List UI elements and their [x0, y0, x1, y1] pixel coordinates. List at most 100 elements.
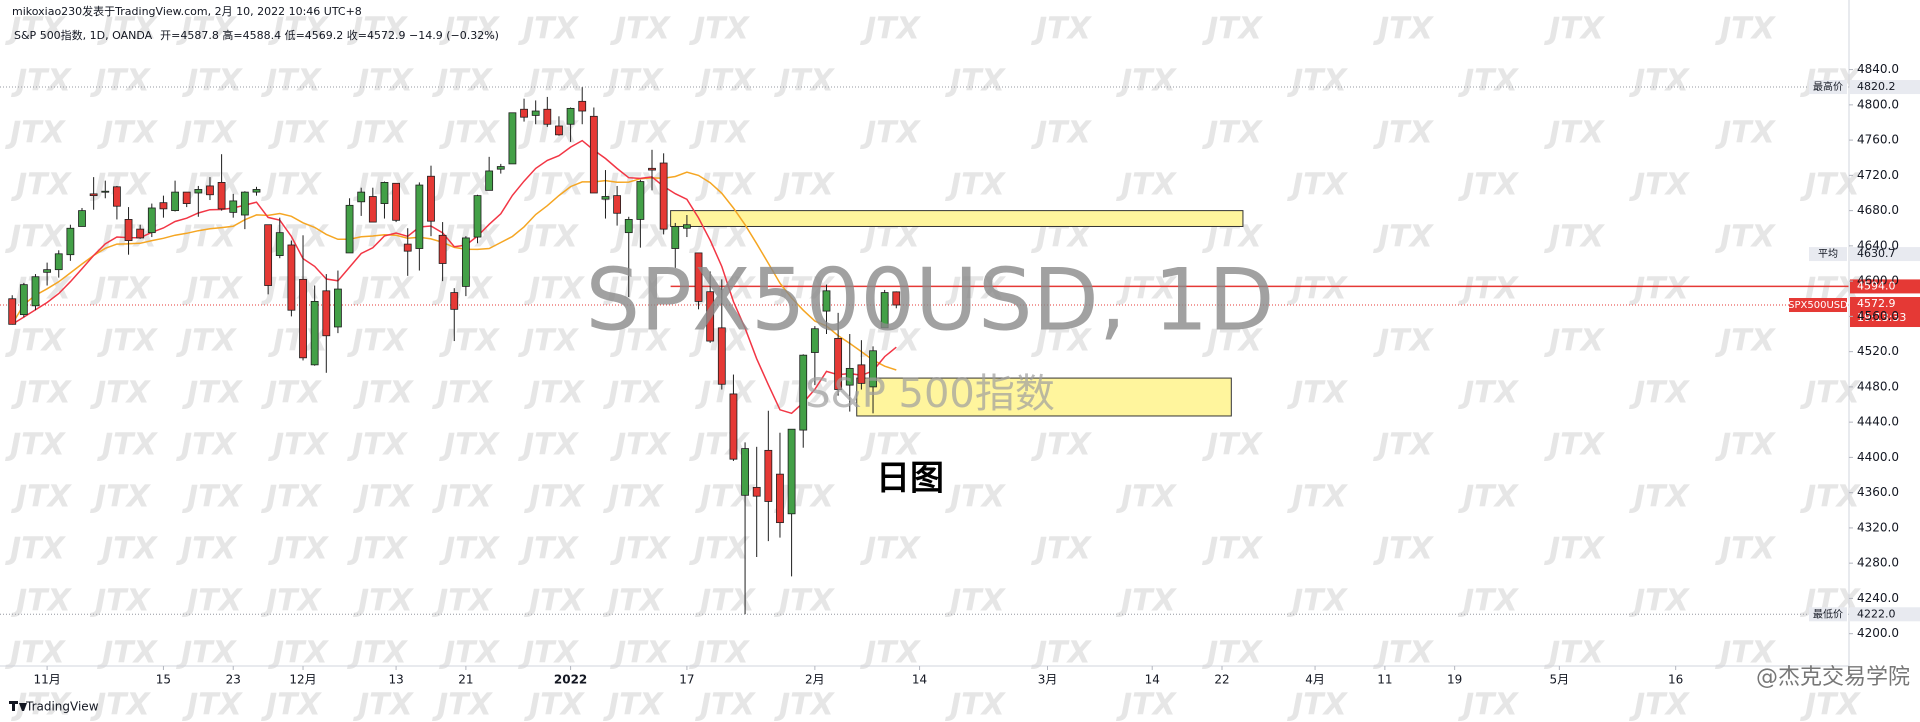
x-tick-label: 5月 [1550, 673, 1570, 687]
candle-body [776, 473, 784, 524]
tile-watermark: JTX [268, 428, 330, 463]
tile-watermark: JTX [1629, 272, 1691, 307]
candle-body [357, 191, 366, 203]
tile-watermark: JTX [1544, 428, 1606, 463]
tile-watermark: JTX [432, 480, 494, 515]
tile-watermark: JTX [1458, 168, 1520, 203]
candle-body [31, 276, 40, 307]
x-tick-label: 13 [388, 673, 403, 687]
tile-watermark: JTX [518, 220, 580, 255]
tile-watermark: JTX [1458, 64, 1520, 99]
x-tick-label: 14 [912, 673, 927, 687]
x-tick-label: 21 [458, 673, 473, 687]
tile-watermark: JTX [945, 584, 1007, 619]
y-tick-label: 4400.0 [1857, 450, 1899, 464]
tile-watermark: JTX [176, 324, 238, 359]
tile-watermark: JTX [1373, 220, 1435, 255]
tile-watermark: JTX [1287, 64, 1349, 99]
tile-watermark: JTX [268, 532, 330, 567]
candle-body [683, 224, 691, 229]
tile-watermark: JTX [1544, 532, 1606, 567]
candle-body [589, 115, 598, 194]
tile-watermark: JTX [1116, 272, 1178, 307]
tile-watermark: JTX [261, 376, 323, 411]
candle-body [54, 253, 63, 271]
x-tick-label: 16 [1668, 673, 1683, 687]
tile-watermark: JTX [1629, 376, 1691, 411]
candle-body [101, 190, 110, 193]
x-tick-label: 2022 [554, 673, 587, 687]
brand: TradingView [25, 700, 99, 714]
tile-watermark: JTX [774, 688, 836, 722]
tile-watermark: JTX [1116, 480, 1178, 515]
candle-body [8, 298, 17, 325]
tile-watermark: JTX [1202, 636, 1264, 671]
tile-watermark: JTX [439, 116, 501, 151]
candle-body [147, 207, 156, 234]
tile-watermark: JTX [176, 532, 238, 567]
candle-body [450, 292, 459, 310]
tile-watermark: JTX [603, 584, 665, 619]
tile-watermark: JTX [261, 480, 323, 515]
zone [670, 210, 1244, 227]
candle-body [427, 175, 435, 222]
tile-watermark: JTX [695, 688, 757, 722]
tile-watermark: JTX [1373, 428, 1435, 463]
level-name-box [1809, 247, 1847, 262]
tile-watermark: JTX [1458, 584, 1520, 619]
tile-watermark: JTX [353, 64, 415, 99]
tile-watermark: JTX [689, 636, 751, 671]
tile-watermark: JTX [524, 584, 586, 619]
tile-watermark: JTX [11, 480, 73, 515]
tile-watermark: JTX [432, 168, 494, 203]
candle-body [136, 228, 145, 239]
tile-watermark: JTX [518, 324, 580, 359]
tile-watermark: JTX [261, 168, 323, 203]
x-tick-label: 14 [1145, 673, 1160, 687]
publisher: mikoxiao230发表于TradingView.com, 2月 10, 20… [12, 4, 362, 18]
x-tick-label: 15 [156, 673, 171, 687]
tile-watermark: JTX [432, 688, 494, 722]
tile-watermark: JTX [432, 584, 494, 619]
candle-body [752, 486, 761, 497]
tile-watermark: JTX [1373, 532, 1435, 567]
countdown: 19:13:33 [1857, 311, 1906, 324]
tile-watermark: JTX [610, 324, 672, 359]
tile-watermark: JTX [1031, 116, 1093, 151]
tile-watermark: JTX [353, 480, 415, 515]
tile-watermark: JTX [11, 584, 73, 619]
tile-watermark: JTX [1287, 480, 1349, 515]
candle-body [78, 210, 86, 227]
price-tag [1850, 247, 1920, 262]
tile-watermark: JTX [261, 688, 323, 722]
tile-watermark: JTX [347, 116, 409, 151]
tile-watermark: JTX [1544, 12, 1606, 47]
tile-watermark: JTX [610, 116, 672, 151]
candle-body [310, 300, 319, 366]
candle-body [636, 181, 645, 220]
tile-watermark: JTX [11, 168, 73, 203]
tile-watermark: JTX [1544, 220, 1606, 255]
tile-watermark: JTX [1800, 376, 1862, 411]
tile-watermark: JTX [610, 428, 672, 463]
tile-watermark: JTX [182, 168, 244, 203]
y-tick-label: 4800.0 [1857, 97, 1899, 111]
candle-body [252, 189, 261, 193]
candle-body [473, 195, 482, 238]
tile-watermark: JTX [353, 376, 415, 411]
candle-body [275, 232, 284, 256]
tile-watermark: JTX [268, 636, 330, 671]
candle-body [624, 219, 633, 234]
tile-watermark: JTX [1287, 688, 1349, 722]
y-tick-label: 4520.0 [1857, 344, 1899, 358]
tile-watermark: JTX [176, 428, 238, 463]
tile-watermark: JTX [90, 168, 152, 203]
x-tick-label: 4月 [1305, 673, 1325, 687]
tile-watermark: JTX [1373, 12, 1435, 47]
tile-watermark: JTX [524, 688, 586, 722]
tile-watermark: JTX [689, 428, 751, 463]
tile-watermark: JTX [1202, 324, 1264, 359]
y-tick-label: 4760.0 [1857, 133, 1899, 147]
tile-watermark: JTX [90, 688, 152, 722]
